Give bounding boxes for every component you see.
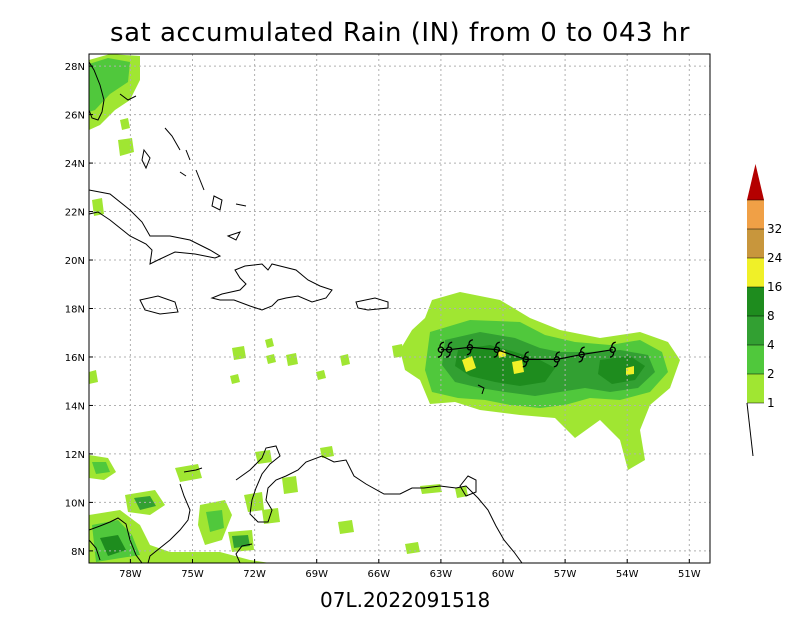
rain-area-extreme-2 bbox=[512, 360, 524, 374]
storm-id-datetime-label: 07L.2022091518 bbox=[320, 588, 491, 612]
colorbar-label: 2 bbox=[767, 367, 775, 381]
rain-area-very-heavy-east bbox=[598, 356, 645, 384]
tropical-storm-symbol bbox=[493, 341, 501, 358]
colorbar-label: 4 bbox=[767, 338, 775, 352]
lon-tick-label: 57W bbox=[554, 569, 577, 580]
colorbar-swatch bbox=[747, 316, 764, 345]
latitude-tick-labels: 28N 26N 24N 22N 20N 18N 16N 14N 12N 10N 8N bbox=[65, 62, 93, 558]
lat-tick-label: 12N bbox=[65, 450, 85, 461]
lat-tick-label: 14N bbox=[65, 401, 85, 412]
colorbar-lower-tail bbox=[746, 402, 754, 457]
lon-tick-label: 78W bbox=[119, 569, 142, 580]
rainfall-shading bbox=[89, 54, 680, 563]
rain-area-extreme-3 bbox=[626, 366, 634, 375]
colorbar-label: 16 bbox=[767, 280, 782, 294]
grid-lines bbox=[89, 54, 710, 563]
coastlines bbox=[89, 61, 523, 563]
colorbar-upper-triangle bbox=[747, 164, 764, 200]
colorbar-label: 8 bbox=[767, 309, 775, 323]
lat-tick-label: 18N bbox=[65, 305, 85, 316]
lon-tick-label: 69W bbox=[305, 569, 328, 580]
lat-tick-label: 28N bbox=[65, 62, 85, 73]
colorbar-swatch bbox=[747, 374, 764, 403]
storm-track bbox=[437, 339, 616, 368]
lat-tick-label: 26N bbox=[65, 111, 85, 122]
tropical-storm-symbol bbox=[445, 341, 453, 358]
chart-title: sat accumulated Rain (IN) from 0 to 043 … bbox=[110, 18, 690, 48]
colorbar-swatch bbox=[747, 345, 764, 374]
tropical-storm-symbol bbox=[522, 351, 530, 368]
lat-tick-label: 16N bbox=[65, 353, 85, 364]
lat-tick-label: 10N bbox=[65, 498, 85, 509]
lat-tick-label: 20N bbox=[65, 256, 85, 267]
colorbar-label: 1 bbox=[767, 396, 775, 410]
lon-tick-label: 66W bbox=[367, 569, 390, 580]
colorbar-swatch bbox=[747, 229, 764, 258]
tropical-storm-symbol bbox=[553, 351, 561, 368]
longitude-tick-labels: 78W 75W 72W 69W 66W 63W 60W 57W 54W 51W bbox=[119, 559, 701, 580]
lat-tick-label: 22N bbox=[65, 208, 85, 219]
tropical-storm-symbol bbox=[609, 341, 616, 358]
storm-track-line bbox=[440, 346, 613, 360]
lon-tick-label: 54W bbox=[616, 569, 639, 580]
lon-tick-label: 75W bbox=[181, 569, 204, 580]
rain-area-extreme bbox=[462, 356, 476, 372]
rain-area-very-heavy bbox=[455, 345, 555, 386]
lon-tick-label: 60W bbox=[492, 569, 515, 580]
lat-tick-label: 8N bbox=[71, 547, 85, 558]
lon-tick-label: 51W bbox=[678, 569, 701, 580]
tropical-storm-symbol bbox=[578, 346, 585, 363]
tropical-storm-symbol bbox=[466, 339, 474, 356]
colorbar-swatch bbox=[747, 287, 764, 316]
lat-tick-label: 24N bbox=[65, 159, 85, 170]
colorbar-swatch bbox=[747, 258, 764, 287]
colorbar-swatch bbox=[747, 200, 764, 229]
tropical-storm-symbol bbox=[437, 341, 445, 358]
lon-tick-label: 72W bbox=[243, 569, 266, 580]
colorbar-label: 24 bbox=[767, 251, 782, 265]
lon-tick-label: 63W bbox=[430, 569, 453, 580]
colorbar-label: 32 bbox=[767, 222, 782, 236]
